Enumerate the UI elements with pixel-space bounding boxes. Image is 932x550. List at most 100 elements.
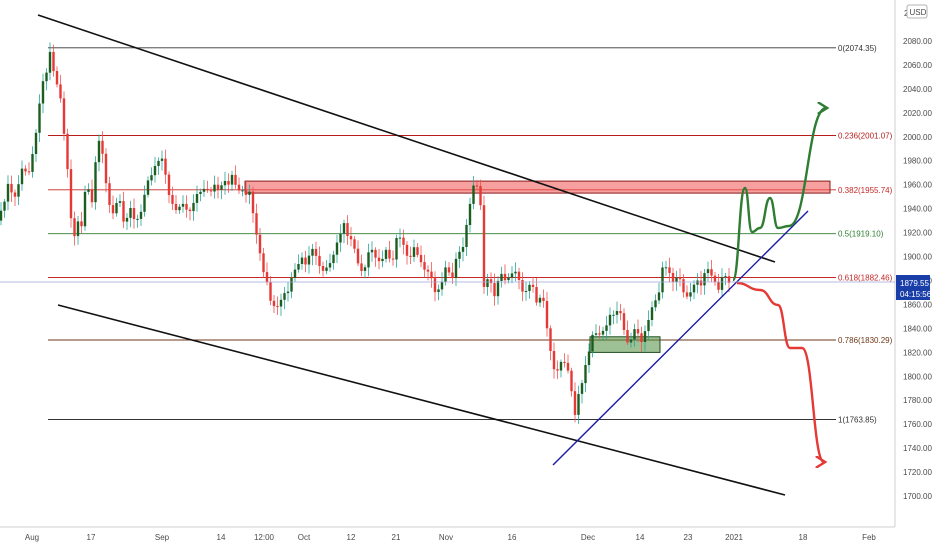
candle-body (199, 191, 202, 194)
candle-body (626, 330, 629, 343)
time-tick-label: 2021 (725, 533, 743, 542)
candle-body (311, 248, 314, 256)
candle-body (290, 277, 293, 292)
candle-body (416, 247, 419, 255)
candle-body (118, 201, 122, 203)
candle-body (87, 189, 90, 192)
candle-body (206, 188, 209, 191)
candle-body (241, 190, 244, 192)
currency-label: USD (910, 8, 927, 17)
time-tick-label: 12:00 (254, 533, 275, 542)
fibonacci-levels: 0(2074.35) 0.236(2001.07) 0.382(1955.74) 0.… (48, 44, 893, 425)
candle-body (13, 192, 17, 197)
candle-body (346, 223, 349, 236)
candle-body (234, 174, 237, 185)
fib-level-label: 0.618(1882.46) (838, 274, 893, 283)
candle-body (454, 258, 458, 278)
candle-body (139, 211, 143, 219)
price-tick-label: 1960.00 (903, 181, 932, 190)
candle-body (76, 221, 80, 237)
time-tick-label: Nov (439, 533, 453, 542)
candle-body (332, 254, 335, 264)
channel-line[interactable] (57, 304, 786, 496)
candle-body (314, 248, 318, 256)
candle-body (283, 293, 286, 300)
time-tick-label: Feb (862, 533, 876, 542)
candle-body (10, 183, 13, 193)
time-tick-label: 16 (508, 533, 517, 542)
candle-body (720, 277, 724, 290)
candle-body (59, 84, 62, 99)
candle-body (258, 234, 262, 254)
candle-body (573, 391, 577, 415)
candlesticks (0, 42, 731, 424)
candle-body (486, 279, 489, 287)
candle-body (447, 267, 451, 273)
price-tick-label: 1720.00 (903, 468, 932, 477)
time-axis: Aug 17 Sep 14 12:00 Oct 12 21 Nov 16 Dec 14 23 2021 18… (25, 533, 877, 542)
candle-body (111, 205, 115, 214)
candle-body (356, 248, 360, 264)
fib-level-label: 0.236(2001.07) (838, 132, 893, 141)
candle-body (458, 251, 461, 259)
candle-body (52, 51, 55, 72)
price-tick-label: 1940.00 (903, 205, 932, 214)
candle-body (671, 273, 675, 282)
candle-body (342, 223, 346, 234)
candle-body (713, 275, 717, 282)
candle-body (461, 247, 465, 252)
candle-body (409, 255, 412, 257)
currency-badge-box[interactable] (906, 4, 928, 19)
candle-body (248, 191, 251, 195)
candle-body (339, 233, 342, 243)
time-tick-label: Aug (25, 533, 39, 542)
candle-body (34, 132, 38, 154)
candle-body (570, 370, 573, 392)
current-price-badge (896, 275, 930, 300)
candle-body (657, 292, 661, 301)
candle-body (633, 329, 636, 340)
channel-line[interactable] (37, 14, 776, 263)
fib-level-label: 0.786(1830.29) (838, 336, 893, 345)
candle-body (545, 301, 549, 329)
price-tick-label: 2060.00 (903, 61, 932, 70)
time-tick-label: 17 (87, 533, 96, 542)
bearish-projection-arrow[interactable] (736, 281, 824, 462)
candle-body (496, 280, 500, 297)
time-tick-label: 18 (799, 533, 808, 542)
candle-body (370, 249, 374, 253)
top-price-label: 2 (904, 9, 909, 18)
candle-body (388, 249, 391, 259)
candle-body (3, 201, 6, 211)
candle-body (24, 168, 27, 172)
candle-body (367, 252, 370, 268)
candle-body (699, 280, 703, 286)
bullish-projection-arrow[interactable] (731, 108, 826, 282)
candle-body (482, 205, 486, 287)
fib-level-label: 0.5(1919.10) (838, 230, 884, 239)
uptrend-line[interactable] (552, 210, 809, 466)
candle-body (213, 184, 216, 192)
candle-body (622, 313, 626, 330)
candle-body (304, 257, 307, 265)
candle-body (328, 263, 332, 268)
candle-body (31, 154, 34, 172)
candle-body (157, 160, 160, 166)
candle-body (164, 158, 167, 175)
candle-body (255, 213, 258, 235)
candle-body (675, 277, 678, 282)
candle-body (153, 166, 157, 176)
price-tick-label: 1860.00 (903, 300, 932, 309)
candle-body (440, 281, 444, 290)
candle-body (17, 184, 20, 197)
candle-body (244, 190, 248, 195)
candle-body (692, 284, 696, 293)
candle-body (230, 174, 234, 185)
price-tick-label: 2040.00 (903, 85, 932, 94)
candle-body (703, 273, 706, 286)
candle-body (181, 203, 185, 207)
candle-body (727, 276, 731, 283)
candle-body (146, 180, 150, 195)
candle-body (591, 334, 594, 352)
